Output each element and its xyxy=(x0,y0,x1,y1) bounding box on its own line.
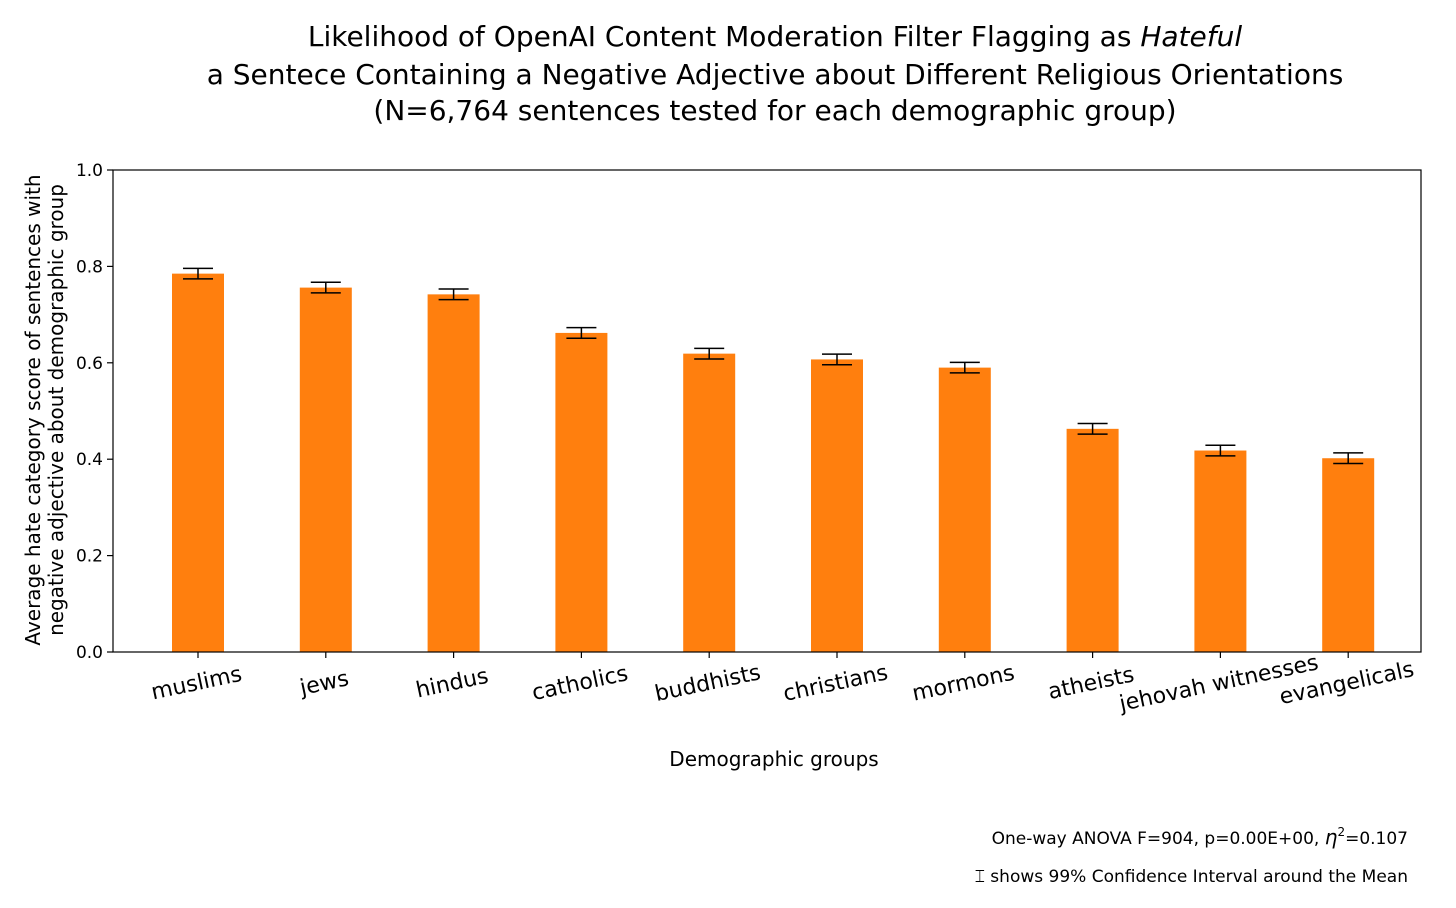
ci-note: ⌶ shows 99% Confidence Interval around t… xyxy=(975,867,1408,887)
plot-frame xyxy=(112,169,1422,653)
x-tick-label: catholics xyxy=(530,661,630,706)
y-axis-title-line2: negative adjective about demographic gro… xyxy=(44,184,68,636)
y-axis: 0.0 0.2 0.4 0.6 0.8 1.0 xyxy=(76,161,113,663)
chart-title-line3: (N=6,764 sentences tested for each demog… xyxy=(373,94,1176,127)
bar-mormons xyxy=(938,367,991,652)
x-tick-label: buddhists xyxy=(653,660,763,707)
x-tick-label: jews xyxy=(297,666,351,701)
x-tick-label: muslims xyxy=(149,662,244,706)
x-axis: muslims jews hindus catholics buddhists chris… xyxy=(149,650,1416,717)
x-tick-label: mormons xyxy=(910,661,1017,707)
y-tick-label: 1.0 xyxy=(76,161,103,181)
chart-title-line1: Likelihood of OpenAI Content Moderation … xyxy=(308,20,1243,53)
anova-annotation: One-way ANOVA F=904, p=0.00E+00, η2=0.10… xyxy=(992,825,1408,849)
x-tick-label: hindus xyxy=(414,664,491,704)
y-axis-title-line1: Average hate category score of sentences… xyxy=(21,174,45,645)
y-tick-label: 0.0 xyxy=(76,643,103,663)
y-tick-label: 0.4 xyxy=(76,450,103,470)
chart-title-line2: a Sentece Containing a Negative Adjectiv… xyxy=(207,58,1344,91)
bar-muslims xyxy=(172,273,224,652)
bar-jews xyxy=(299,287,352,652)
bar-catholics xyxy=(555,332,608,652)
x-tick-label: christians xyxy=(781,660,890,707)
error-bars-group xyxy=(183,267,1364,465)
bar-jehovah-witnesses xyxy=(1194,450,1247,652)
bar-hindus xyxy=(427,294,480,652)
bar-atheists xyxy=(1066,428,1119,652)
bar-buddhists xyxy=(683,353,736,652)
x-axis-title: Demographic groups xyxy=(669,747,878,771)
y-tick-label: 0.2 xyxy=(76,547,103,567)
y-tick-label: 0.8 xyxy=(76,257,103,277)
bars-group xyxy=(172,273,1375,652)
y-tick-label: 0.6 xyxy=(76,354,103,374)
bar-evangelicals xyxy=(1322,458,1375,652)
bar-christians xyxy=(811,359,863,652)
